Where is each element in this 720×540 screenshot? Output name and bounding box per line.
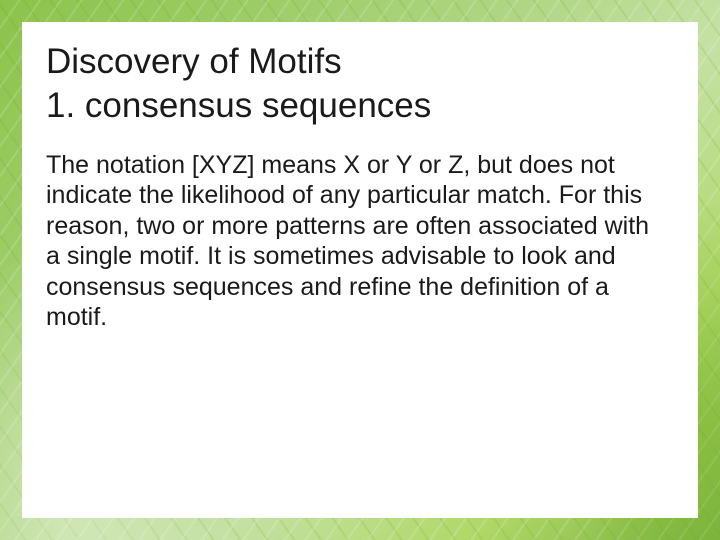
- slide-title: Discovery of Motifs 1. consensus sequenc…: [46, 40, 674, 128]
- slide-body: The notation [XYZ] means X or Y or Z, bu…: [46, 150, 666, 333]
- content-box: Discovery of Motifs 1. consensus sequenc…: [22, 22, 698, 518]
- title-line-2: 1. consensus sequences: [46, 86, 431, 125]
- title-line-1: Discovery of Motifs: [46, 42, 342, 81]
